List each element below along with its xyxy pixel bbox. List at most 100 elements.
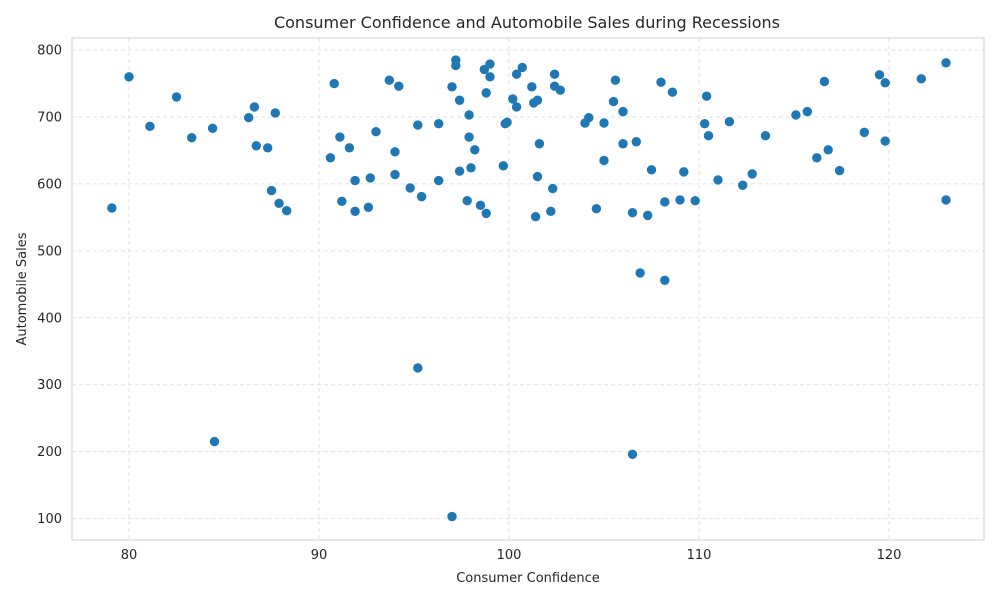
data-point bbox=[498, 161, 508, 171]
data-point bbox=[627, 207, 638, 218]
data-point bbox=[502, 117, 512, 128]
data-point bbox=[350, 206, 360, 217]
data-point bbox=[464, 132, 474, 142]
data-point bbox=[618, 139, 628, 149]
data-point bbox=[282, 205, 292, 216]
data-point bbox=[660, 197, 670, 207]
data-point bbox=[384, 75, 394, 85]
data-point bbox=[747, 169, 757, 179]
data-point bbox=[834, 165, 845, 176]
data-point bbox=[329, 78, 339, 89]
data-point bbox=[656, 77, 666, 87]
data-point bbox=[819, 76, 830, 87]
x-tick-label: 100 bbox=[497, 548, 522, 563]
data-point bbox=[738, 180, 748, 190]
data-point bbox=[643, 210, 653, 221]
y-tick-label: 700 bbox=[37, 110, 62, 125]
data-point bbox=[365, 173, 375, 183]
data-point bbox=[244, 112, 254, 123]
data-point bbox=[555, 85, 565, 95]
data-point bbox=[701, 91, 712, 101]
data-point bbox=[660, 275, 670, 285]
chart-title: Consumer Confidence and Automobile Sales… bbox=[274, 13, 780, 32]
y-tick-label: 500 bbox=[37, 244, 62, 259]
data-point bbox=[171, 92, 182, 102]
y-tick-label: 200 bbox=[37, 445, 62, 460]
x-axis-ticks: 80 90 100 110 120 bbox=[121, 548, 902, 563]
data-point bbox=[454, 95, 465, 105]
data-point bbox=[390, 169, 400, 180]
x-tick-label: 80 bbox=[121, 548, 138, 563]
data-point bbox=[631, 137, 641, 147]
data-point bbox=[511, 69, 522, 79]
data-point bbox=[464, 110, 474, 120]
data-point bbox=[413, 363, 423, 373]
data-point bbox=[802, 106, 812, 117]
y-tick-label: 600 bbox=[37, 177, 62, 192]
data-point bbox=[325, 153, 336, 163]
data-point bbox=[266, 185, 277, 196]
data-point bbox=[390, 147, 400, 157]
data-point bbox=[434, 118, 444, 129]
data-points bbox=[107, 55, 951, 522]
data-point bbox=[700, 118, 710, 129]
data-point bbox=[405, 183, 415, 193]
data-point bbox=[274, 198, 284, 209]
data-point bbox=[646, 165, 657, 175]
data-point bbox=[209, 436, 220, 447]
data-point bbox=[608, 96, 619, 107]
data-point bbox=[549, 69, 560, 79]
data-point bbox=[713, 175, 723, 185]
data-point bbox=[823, 145, 833, 155]
data-point bbox=[454, 166, 465, 176]
data-point bbox=[350, 175, 360, 186]
data-point bbox=[337, 196, 347, 207]
data-point bbox=[635, 268, 645, 278]
data-point bbox=[394, 81, 404, 91]
data-point bbox=[371, 127, 381, 137]
data-point bbox=[344, 143, 355, 153]
data-point bbox=[363, 202, 374, 213]
data-point bbox=[263, 143, 273, 153]
data-point bbox=[618, 106, 628, 117]
x-tick-label: 120 bbox=[877, 548, 902, 563]
data-point bbox=[941, 58, 951, 68]
data-point bbox=[107, 203, 117, 213]
x-axis-label: Consumer Confidence bbox=[456, 571, 600, 586]
data-point bbox=[187, 133, 197, 143]
y-axis-label: Automobile Sales bbox=[15, 232, 30, 345]
data-point bbox=[546, 206, 556, 217]
data-point bbox=[434, 175, 444, 186]
data-point bbox=[466, 163, 476, 173]
data-point bbox=[249, 102, 260, 112]
data-point bbox=[470, 145, 480, 155]
y-axis-ticks: 100 200 300 400 500 600 700 800 bbox=[37, 44, 62, 528]
data-point bbox=[481, 88, 491, 98]
y-tick-label: 100 bbox=[37, 512, 62, 527]
data-point bbox=[880, 78, 890, 88]
data-point bbox=[207, 123, 218, 134]
plot-area-frame bbox=[71, 37, 985, 541]
data-point bbox=[791, 110, 801, 120]
data-point bbox=[532, 171, 543, 182]
data-point bbox=[591, 203, 602, 214]
data-point bbox=[451, 60, 461, 71]
data-point bbox=[703, 131, 714, 141]
data-point bbox=[880, 136, 890, 146]
data-point bbox=[508, 94, 518, 104]
y-tick-label: 400 bbox=[37, 311, 62, 326]
data-point bbox=[584, 112, 594, 123]
data-point bbox=[859, 127, 869, 138]
x-tick-label: 110 bbox=[687, 548, 712, 563]
data-point bbox=[413, 120, 423, 130]
data-point bbox=[874, 70, 885, 80]
data-point bbox=[475, 200, 486, 211]
data-point bbox=[145, 121, 155, 132]
data-point bbox=[532, 95, 543, 105]
data-point bbox=[485, 59, 495, 69]
data-point bbox=[416, 191, 427, 202]
data-point bbox=[251, 141, 261, 151]
data-point bbox=[447, 82, 457, 92]
data-point bbox=[812, 153, 822, 163]
data-point bbox=[511, 102, 522, 112]
